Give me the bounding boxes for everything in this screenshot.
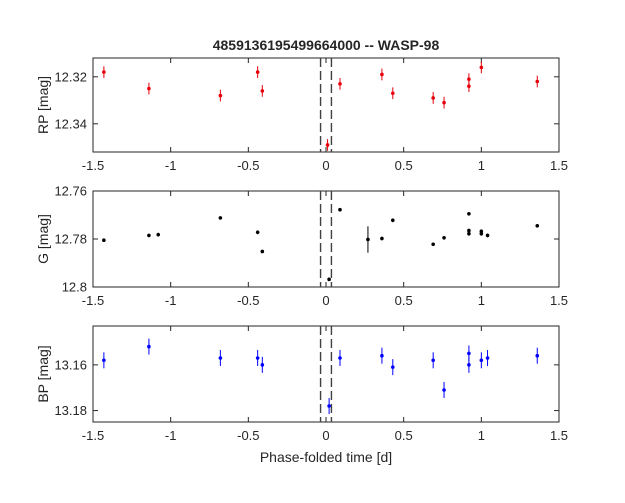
- data-point: [147, 233, 151, 238]
- data-point: [442, 236, 446, 240]
- x-axis-label: Phase-folded time [d]: [260, 449, 392, 465]
- data-point: [442, 100, 446, 105]
- axes-box: [92, 57, 560, 153]
- data-point: [260, 249, 265, 254]
- data-point: [442, 388, 446, 392]
- data-point: [390, 91, 395, 96]
- data-point: [431, 96, 435, 100]
- x-tick-label: 1: [478, 293, 485, 308]
- data-point: [467, 228, 471, 233]
- x-tick-label: 0.5: [395, 158, 413, 173]
- axes-box: [92, 190, 560, 288]
- data-point: [366, 237, 370, 242]
- x-tick-label: 1: [478, 158, 485, 173]
- x-tick-label: -0.5: [237, 158, 259, 173]
- data-point: [327, 404, 331, 408]
- data-point: [338, 82, 342, 86]
- data-point: [380, 353, 384, 358]
- data-point: [535, 224, 540, 228]
- data-point: [467, 363, 471, 367]
- y-axis-label: BP [mag]: [35, 345, 51, 402]
- data-point: [380, 72, 384, 77]
- data-point: [218, 93, 223, 98]
- y-tick-label: 13.18: [54, 403, 87, 418]
- x-tick-label: 0: [322, 428, 329, 443]
- data-point: [485, 356, 490, 360]
- data-point: [467, 351, 471, 356]
- panel-2: -1.5 -1 -0.5 0 0.5 1 1.5 12.76 12.78 12.8 G [mag]: [35, 184, 568, 309]
- x-tick-label: -0.5: [237, 428, 259, 443]
- data-point: [390, 218, 395, 223]
- data-point: [390, 365, 395, 369]
- x-tick-label: -1: [165, 293, 177, 308]
- x-tick-label: 0.5: [395, 428, 413, 443]
- axes-box: [92, 325, 560, 423]
- data-point: [535, 79, 540, 84]
- data-point: [479, 65, 484, 70]
- y-tick-label: 12.34: [54, 116, 87, 131]
- data-point: [218, 356, 223, 360]
- x-tick-label: -0.5: [237, 293, 259, 308]
- y-tick-label: 12.76: [54, 184, 87, 199]
- data-point: [218, 216, 223, 220]
- y-tick-label: 12.8: [62, 280, 87, 295]
- data-point: [255, 356, 260, 360]
- data-point: [467, 212, 471, 216]
- data-point: [485, 233, 490, 238]
- data-point: [380, 236, 384, 241]
- data-point: [102, 70, 106, 74]
- data-point: [479, 358, 484, 363]
- data-point: [260, 363, 265, 367]
- data-point: [260, 89, 265, 93]
- x-tick-label: -1.5: [82, 428, 104, 443]
- data-point: [147, 344, 151, 349]
- data-point: [431, 242, 435, 247]
- x-tick-label: 1.5: [550, 293, 568, 308]
- data-point: [102, 238, 106, 242]
- x-tick-label: 1: [478, 428, 485, 443]
- chart-title: 4859136195499664000 -- WASP-98: [213, 37, 440, 53]
- data-point: [535, 353, 540, 358]
- x-tick-label: -1: [165, 158, 177, 173]
- x-tick-label: 1.5: [550, 158, 568, 173]
- data-point: [325, 143, 330, 147]
- data-point: [338, 356, 342, 360]
- y-tick-label: 12.78: [54, 232, 87, 247]
- y-tick-label: 12.32: [54, 69, 87, 84]
- x-tick-label: 0: [322, 158, 329, 173]
- data-point: [327, 277, 331, 282]
- x-tick-label: -1.5: [82, 293, 104, 308]
- x-tick-label: -1: [165, 428, 177, 443]
- data-point: [147, 86, 151, 91]
- x-tick-label: 0.5: [395, 293, 413, 308]
- data-point: [467, 231, 471, 236]
- x-tick-label: -1.5: [82, 158, 104, 173]
- x-tick-label: 1.5: [550, 428, 568, 443]
- y-axis-label: G [mag]: [35, 214, 51, 264]
- data-point: [255, 70, 260, 74]
- data-point: [467, 84, 471, 88]
- data-point: [255, 230, 260, 235]
- x-tick-label: 0: [322, 293, 329, 308]
- data-point: [338, 207, 342, 212]
- data-point: [467, 77, 471, 81]
- y-tick-label: 13.16: [54, 357, 87, 372]
- data-point: [479, 231, 484, 236]
- data-point: [102, 358, 106, 363]
- y-axis-label: RP [mag]: [35, 76, 51, 134]
- data-point: [156, 232, 161, 237]
- data-point: [431, 358, 435, 363]
